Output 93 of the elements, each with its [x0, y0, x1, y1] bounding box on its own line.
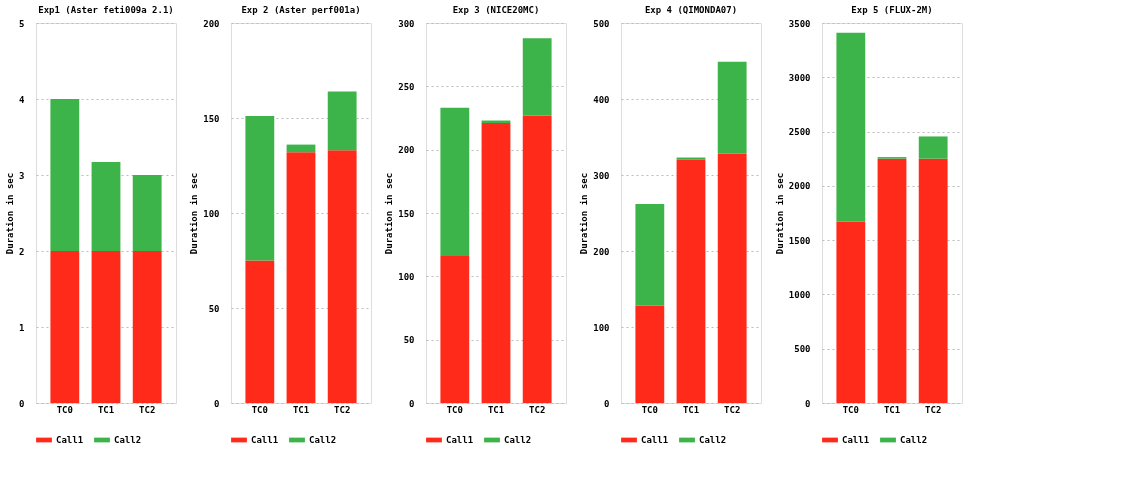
x-tick-label: TC2: [724, 404, 741, 415]
y-axis-title: Duration in sec: [189, 172, 200, 255]
y-tick-label: 150: [203, 113, 220, 124]
chart-title: Exp 5 (FLUX-2M): [851, 5, 933, 15]
legend-label: Call2: [114, 435, 142, 445]
y-tick-label: 1000: [788, 289, 811, 300]
legend-label: Call2: [699, 435, 727, 445]
y-tick-label: 3000: [788, 72, 811, 83]
bar: [245, 116, 275, 261]
y-tick-label: 0: [604, 398, 610, 409]
chart-title: Exp 4 (QIMONDA07): [644, 5, 738, 15]
bar: [836, 32, 866, 222]
bar: [50, 99, 80, 251]
bar: [91, 251, 121, 403]
x-tick-label: TC2: [139, 404, 156, 415]
bar: [877, 158, 907, 403]
y-tick-label: 4: [19, 94, 26, 105]
y-tick-label: 1500: [788, 235, 811, 246]
y-axis-title: Duration in sec: [579, 172, 590, 255]
bar: [836, 221, 866, 403]
y-tick-label: 200: [593, 246, 610, 257]
bar: [50, 251, 80, 403]
y-tick-label: 0: [19, 398, 25, 409]
y-tick-label: 5: [19, 18, 25, 29]
y-tick-label: 3: [19, 170, 25, 181]
y-axis-title: Duration in sec: [384, 172, 395, 255]
bar: [440, 256, 470, 403]
x-tick-label: TC0: [641, 404, 658, 415]
legend-label: Call1: [446, 435, 474, 445]
chart-title: Exp 2 (Aster perf001a): [241, 5, 361, 15]
bar: [635, 203, 665, 306]
legend-label: Call1: [251, 435, 279, 445]
chart-title: Exp1 (Aster feti009a 2.1): [38, 5, 174, 15]
y-tick-label: 300: [593, 170, 610, 181]
bar: [717, 153, 747, 403]
y-tick-label: 0: [409, 398, 415, 409]
bar: [918, 158, 948, 403]
bar: [327, 150, 357, 403]
bar: [918, 136, 948, 159]
y-tick-label: 100: [593, 322, 610, 333]
y-tick-label: 200: [398, 145, 415, 156]
y-axis-title: Duration in sec: [774, 172, 785, 255]
legend-label: Call1: [56, 435, 84, 445]
y-tick-label: 200: [203, 18, 220, 29]
y-tick-label: 2500: [788, 127, 811, 138]
bar: [481, 123, 511, 403]
bar: [132, 175, 162, 251]
y-tick-label: 250: [398, 81, 415, 92]
x-tick-label: TC0: [446, 404, 463, 415]
y-tick-label: 100: [203, 208, 220, 219]
x-tick-label: TC0: [251, 404, 268, 415]
bar: [91, 162, 121, 251]
legend-label: Call1: [641, 435, 669, 445]
x-tick-label: TC2: [925, 404, 942, 415]
y-tick-label: 0: [805, 398, 811, 409]
x-tick-label: TC1: [883, 404, 901, 415]
bar: [286, 152, 316, 403]
bar: [522, 38, 552, 116]
y-tick-label: 1: [19, 322, 25, 333]
x-tick-label: TC1: [682, 404, 700, 415]
bar: [717, 61, 747, 154]
x-tick-label: TC2: [529, 404, 546, 415]
y-tick-label: 150: [398, 208, 415, 219]
bar: [676, 159, 706, 403]
x-tick-label: TC0: [842, 404, 859, 415]
x-tick-label: TC1: [292, 404, 310, 415]
y-tick-label: 2000: [788, 181, 811, 192]
y-tick-label: 300: [398, 18, 415, 29]
bar: [327, 91, 357, 151]
legend-label: Call1: [842, 435, 870, 445]
bar: [245, 260, 275, 403]
y-tick-label: 100: [398, 271, 415, 282]
x-tick-label: TC0: [56, 404, 73, 415]
y-tick-label: 0: [214, 398, 220, 409]
y-axis-title: Duration in sec: [5, 172, 16, 255]
x-tick-label: TC1: [487, 404, 505, 415]
y-tick-label: 2: [19, 246, 25, 257]
y-tick-label: 500: [794, 344, 811, 355]
bar: [440, 107, 470, 257]
legend-label: Call2: [504, 435, 532, 445]
y-tick-label: 500: [593, 18, 610, 29]
legend-label: Call2: [309, 435, 337, 445]
bar: [522, 115, 552, 403]
x-tick-label: TC2: [334, 404, 351, 415]
y-tick-label: 400: [593, 94, 610, 105]
y-tick-label: 50: [208, 303, 220, 314]
chart-title: Exp 3 (NICE20MC): [452, 5, 540, 15]
bar: [132, 251, 162, 403]
y-tick-label: 3500: [788, 18, 811, 29]
y-tick-label: 50: [403, 335, 415, 346]
bar: [635, 305, 665, 403]
x-tick-label: TC1: [97, 404, 115, 415]
legend-label: Call2: [900, 435, 928, 445]
